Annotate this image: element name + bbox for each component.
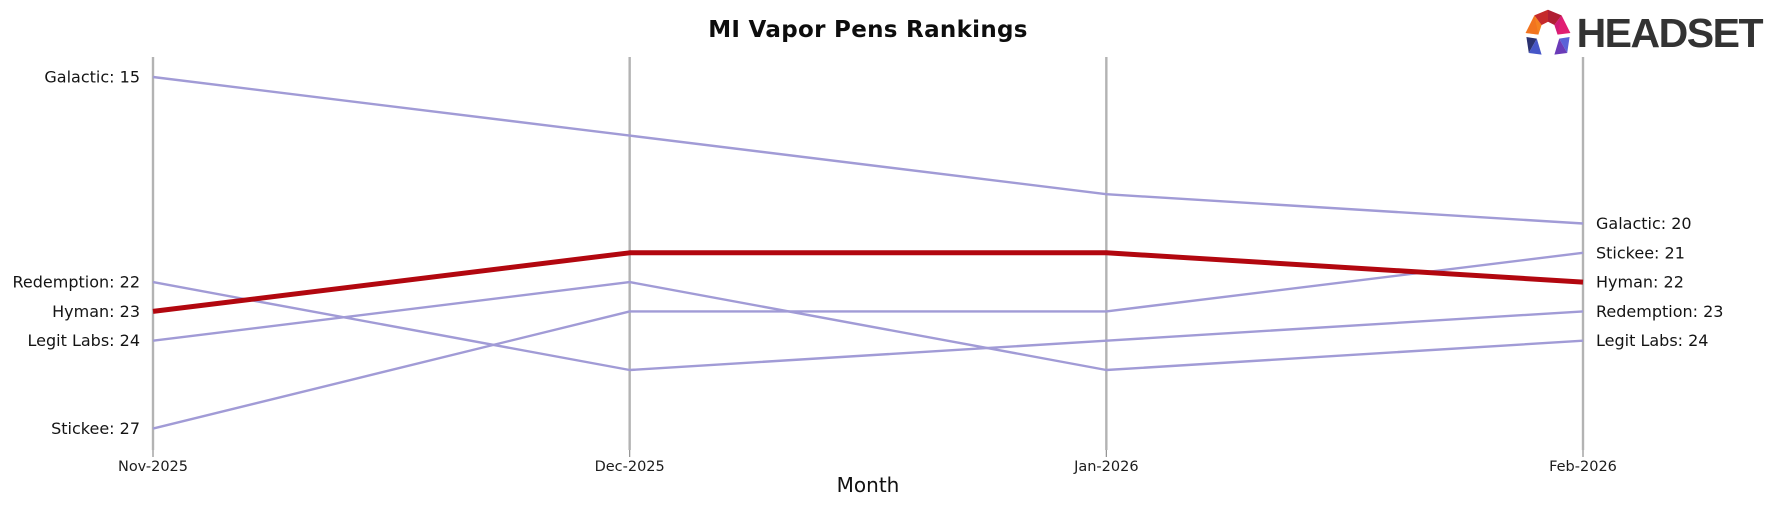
headset-logo: HEADSET (1524, 7, 1764, 59)
right-label-redemption: Redemption: 23 (1596, 302, 1723, 321)
series-line-galactic (152, 75, 1584, 225)
x-tick-label-nov-2025: Nov-2025 (118, 459, 188, 475)
x-tick-label-jan-2026: Jan-2026 (1073, 459, 1139, 475)
left-label-hyman: Hyman: 23 (52, 302, 140, 321)
left-label-galactic: Galactic: 15 (44, 68, 140, 87)
right-label-hyman: Hyman: 22 (1596, 273, 1684, 292)
headset-logo-icon (1525, 9, 1570, 55)
chart-title: MI Vapor Pens Rankings (708, 17, 1028, 43)
series-line-stickee (152, 251, 1584, 430)
right-label-galactic: Galactic: 20 (1596, 214, 1692, 233)
headset-logo-text: HEADSET (1576, 9, 1764, 56)
left-label-redemption: Redemption: 22 (13, 273, 140, 292)
left-label-stickee: Stickee: 27 (51, 419, 140, 438)
x-tick-label-feb-2026: Feb-2026 (1549, 459, 1617, 475)
right-label-stickee: Stickee: 21 (1596, 243, 1685, 262)
left-label-legit-labs: Legit Labs: 24 (28, 331, 140, 350)
x-tick-label-dec-2025: Dec-2025 (595, 459, 665, 475)
x-axis-title: Month (836, 473, 900, 497)
series-line-redemption (152, 280, 1584, 372)
right-label-legit-labs: Legit Labs: 24 (1596, 331, 1708, 350)
series-line-hyman (152, 250, 1584, 314)
series-line-legit-labs (152, 280, 1584, 372)
